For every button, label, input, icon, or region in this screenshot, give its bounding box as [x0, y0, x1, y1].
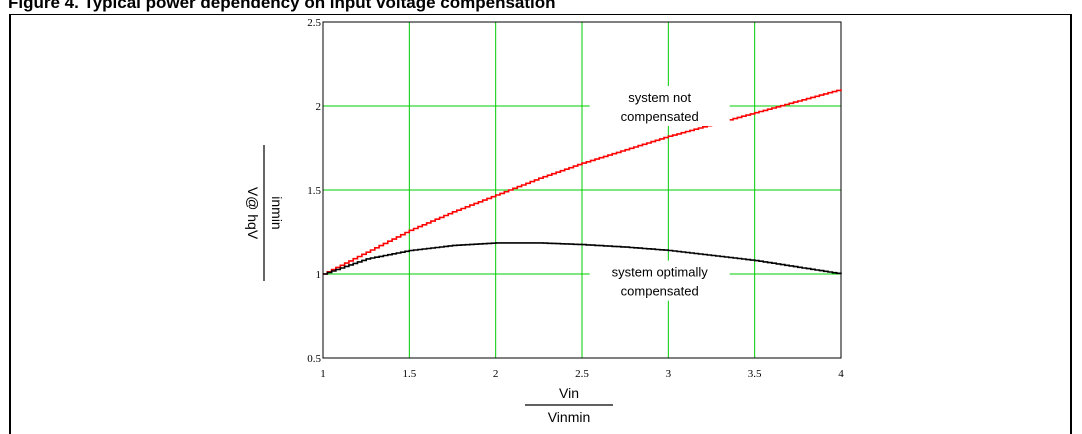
tick-labels: 1 1.5 2 2.5 3 3.5 4 0.5 1 1.5 2 2.5 [307, 17, 844, 380]
series-line [323, 242, 842, 275]
y-axis-label: inmin V@ hqV [245, 145, 285, 281]
x-axis-label: Vin Vinmin [525, 385, 613, 425]
figure-title: Figure 4. Typical power dependency on in… [8, 0, 556, 12]
annotation: system optimally compensated [589, 260, 730, 301]
y-tick-label: 1 [316, 269, 322, 281]
y-tick-label: 2.5 [307, 17, 321, 29]
plot-area [322, 21, 842, 359]
annotation-text: compensated [621, 284, 699, 299]
annotation-bg [589, 86, 730, 126]
x-tick-label: 2.5 [575, 368, 589, 380]
y-label-numerator: inmin [269, 196, 285, 229]
y-tick-label: 1.5 [307, 185, 321, 197]
annotation: system not compensated [589, 86, 730, 126]
annotation-bg [589, 260, 730, 301]
annotation-text: compensated [621, 109, 699, 124]
x-label-denominator: Vinmin [548, 409, 591, 425]
grid [323, 22, 841, 358]
annotations: system not compensated system optimally com… [589, 86, 730, 301]
x-tick-label: 1 [320, 368, 326, 380]
y-tick-label: 2 [316, 101, 322, 113]
x-tick-label: 1.5 [402, 368, 416, 380]
x-tick-label: 4 [838, 368, 844, 380]
annotation-text: system optimally [612, 265, 709, 280]
x-tick-label: 3.5 [748, 368, 762, 380]
annotation-text: system not [628, 90, 691, 105]
y-label-denominator: V@ hqV [245, 187, 261, 240]
x-tick-label: 2 [493, 368, 499, 380]
series-layer [323, 89, 842, 275]
series-line [323, 89, 842, 275]
figure-frame [9, 14, 1072, 434]
x-tick-label: 3 [666, 368, 672, 380]
y-tick-label: 0.5 [307, 353, 321, 365]
y-label-group: inmin V@ hqV [245, 145, 285, 281]
x-label-numerator: Vin [559, 385, 579, 401]
